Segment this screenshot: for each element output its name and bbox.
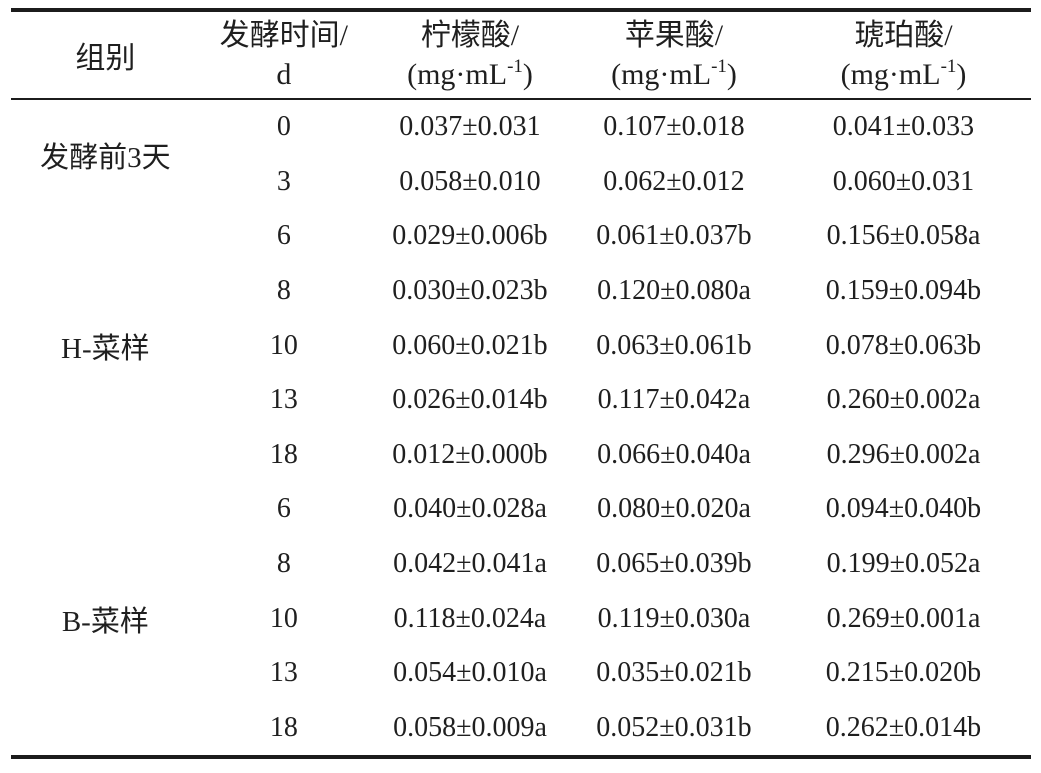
table-row: 13 0.026±0.014b 0.117±0.042a 0.260±0.002… bbox=[11, 373, 1031, 428]
table-row: 8 0.042±0.041a 0.065±0.039b 0.199±0.052a bbox=[11, 537, 1031, 592]
group-label-h-sample: H-菜样 bbox=[61, 332, 150, 365]
citric-cell: 0.058±0.009a bbox=[393, 711, 547, 743]
table-row: 发酵前3天 0 0.037±0.031 0.107±0.018 0.041±0.… bbox=[11, 99, 1031, 173]
malic-cell: 0.117±0.042a bbox=[597, 384, 751, 416]
col-header-malic-name: 苹果酸/ bbox=[624, 19, 724, 52]
col-header-succinic-name: 琥珀酸/ bbox=[854, 19, 953, 52]
time-cell: 0 bbox=[276, 111, 291, 143]
col-header-group-label: 组别 bbox=[75, 42, 136, 75]
table-row: 13 0.054±0.010a 0.035±0.021b 0.215±0.020… bbox=[11, 646, 1031, 701]
col-header-citric-name: 柠檬酸/ bbox=[420, 19, 520, 52]
succinic-cell: 0.156±0.058a bbox=[826, 220, 981, 252]
time-cell: 18 bbox=[269, 438, 298, 470]
succinic-cell: 0.269±0.001a bbox=[826, 602, 981, 634]
malic-cell: 0.065±0.039b bbox=[596, 548, 752, 580]
malic-cell: 0.062±0.012 bbox=[603, 165, 745, 197]
malic-cell: 0.035±0.021b bbox=[596, 657, 752, 689]
time-cell: 6 bbox=[276, 220, 291, 252]
succinic-cell: 0.199±0.052a bbox=[826, 548, 981, 580]
time-cell: 13 bbox=[269, 657, 298, 689]
table-row: 18 0.058±0.009a 0.052±0.031b 0.262±0.014… bbox=[11, 701, 1031, 758]
malic-cell: 0.052±0.031b bbox=[596, 711, 752, 743]
organic-acid-table: 组别 发酵时间/ d 柠檬酸/ (mg·mL-1) 苹果酸/ bbox=[11, 8, 1031, 760]
citric-cell: 0.030±0.023b bbox=[392, 275, 548, 307]
citric-cell: 0.042±0.041a bbox=[393, 548, 547, 580]
col-header-malic: 苹果酸/ (mg·mL-1) bbox=[571, 10, 776, 100]
table-row: H-菜样 6 0.029±0.006b 0.061±0.037b 0.156±0… bbox=[11, 209, 1031, 364]
col-header-citric: 柠檬酸/ (mg·mL-1) bbox=[367, 10, 572, 100]
group-label-pre-ferment: 发酵前3天 bbox=[40, 141, 171, 174]
succinic-cell: 0.060±0.031 bbox=[832, 165, 975, 197]
succinic-cell: 0.159±0.094b bbox=[825, 275, 982, 307]
col-header-group: 组别 bbox=[11, 10, 200, 100]
citric-cell: 0.054±0.010a bbox=[393, 657, 547, 689]
time-cell: 8 bbox=[276, 275, 291, 307]
malic-cell: 0.080±0.020a bbox=[597, 493, 751, 525]
unit-superscript: -1 bbox=[940, 56, 957, 77]
citric-cell: 0.012±0.000b bbox=[392, 438, 548, 470]
succinic-cell: 0.215±0.020b bbox=[825, 657, 982, 689]
col-header-citric-unit: (mg·mL-1) bbox=[407, 56, 533, 91]
citric-cell: 0.029±0.006b bbox=[392, 220, 548, 252]
malic-cell: 0.119±0.030a bbox=[597, 602, 751, 634]
time-cell: 6 bbox=[276, 493, 291, 525]
unit-superscript: -1 bbox=[507, 56, 523, 77]
time-cell: 3 bbox=[276, 165, 291, 197]
malic-cell: 0.107±0.018 bbox=[603, 111, 745, 143]
table-row: 3 0.058±0.010 0.062±0.012 0.060±0.031 bbox=[11, 155, 1031, 210]
col-header-succinic-unit: (mg·mL-1) bbox=[840, 56, 967, 91]
citric-cell: 0.118±0.024a bbox=[393, 602, 547, 634]
malic-cell: 0.063±0.061b bbox=[596, 329, 752, 361]
citric-cell: 0.040±0.028a bbox=[393, 493, 547, 525]
citric-cell: 0.060±0.021b bbox=[392, 329, 548, 361]
succinic-cell: 0.296±0.002a bbox=[826, 438, 981, 470]
col-header-time: 发酵时间/ d bbox=[199, 10, 368, 100]
col-header-time-line1: 发酵时间/ bbox=[219, 19, 348, 52]
malic-cell: 0.120±0.080a bbox=[597, 275, 751, 307]
time-cell: 8 bbox=[276, 548, 291, 580]
table-row: B-菜样 6 0.040±0.028a 0.080±0.020a 0.094±0… bbox=[11, 482, 1031, 637]
citric-cell: 0.058±0.010 bbox=[399, 165, 541, 197]
unit-superscript: -1 bbox=[711, 56, 727, 77]
table-row: 18 0.012±0.000b 0.066±0.040a 0.296±0.002… bbox=[11, 428, 1031, 483]
col-header-time-line2: d bbox=[276, 58, 292, 91]
table-row: 10 0.060±0.021b 0.063±0.061b 0.078±0.063… bbox=[11, 318, 1031, 373]
succinic-cell: 0.262±0.014b bbox=[825, 711, 982, 743]
time-cell: 10 bbox=[269, 602, 298, 634]
header-row: 组别 发酵时间/ d 柠檬酸/ (mg·mL-1) 苹果酸/ bbox=[11, 10, 1031, 100]
col-header-succinic: 琥珀酸/ (mg·mL-1) bbox=[775, 10, 1031, 100]
citric-cell: 0.037±0.031 bbox=[399, 111, 541, 143]
time-cell: 18 bbox=[269, 711, 298, 743]
group-label-b-sample: B-菜样 bbox=[61, 605, 149, 638]
succinic-cell: 0.041±0.033 bbox=[832, 111, 975, 143]
malic-cell: 0.061±0.037b bbox=[596, 220, 752, 252]
citric-cell: 0.026±0.014b bbox=[392, 384, 548, 416]
table-row: 8 0.030±0.023b 0.120±0.080a 0.159±0.094b bbox=[11, 264, 1031, 319]
malic-cell: 0.066±0.040a bbox=[597, 438, 751, 470]
succinic-cell: 0.078±0.063b bbox=[825, 329, 982, 361]
time-cell: 10 bbox=[269, 329, 298, 361]
table-row: 10 0.118±0.024a 0.119±0.030a 0.269±0.001… bbox=[11, 591, 1031, 646]
succinic-cell: 0.094±0.040b bbox=[825, 493, 982, 525]
time-cell: 13 bbox=[269, 384, 298, 416]
col-header-malic-unit: (mg·mL-1) bbox=[611, 56, 737, 91]
succinic-cell: 0.260±0.002a bbox=[826, 384, 981, 416]
